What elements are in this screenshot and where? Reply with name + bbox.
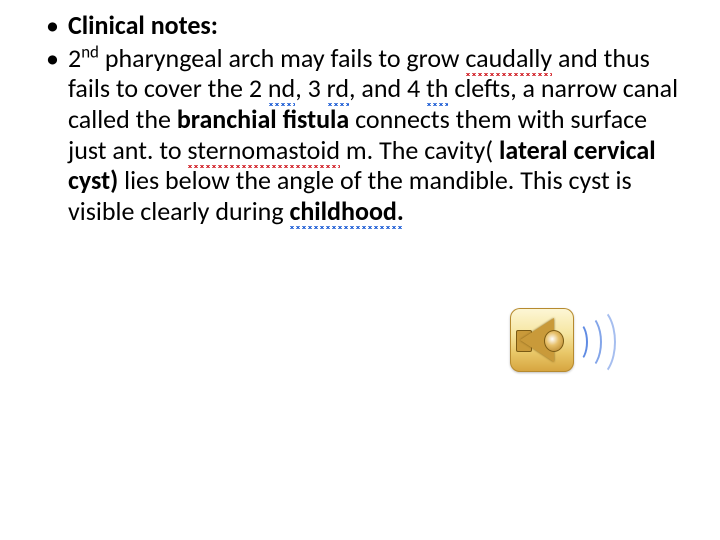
body-text-marked: th — [426, 72, 448, 106]
body-text-bold: branchial — [177, 103, 277, 135]
body-text-marked: sternomastoid — [187, 134, 340, 168]
body-text-marked: nd — [268, 72, 295, 106]
body-text-marked: rd — [327, 72, 349, 106]
speaker-icon[interactable] — [510, 300, 600, 380]
body-text-bold: childhood. — [289, 195, 403, 229]
body-text-marked: caudally — [465, 42, 552, 76]
body-text-bold: fistula — [283, 103, 356, 135]
bullet-item-heading: Clinical notes: — [40, 10, 680, 41]
body-text: 2 — [68, 42, 81, 74]
body-text: nd — [81, 41, 99, 62]
body-text: pharyngeal arch may fails to grow — [99, 42, 465, 74]
heading-text: Clinical notes: — [68, 9, 218, 41]
bullet-item-body: 2nd pharyngeal arch may fails to grow ca… — [40, 43, 680, 227]
body-text: , and 4 — [349, 72, 426, 104]
body-text: m. The cavity( — [340, 134, 499, 166]
speaker-icon-center — [544, 330, 564, 352]
speaker-icon-wave — [576, 306, 616, 378]
bullet-list: Clinical notes: 2nd pharyngeal arch may … — [40, 10, 680, 227]
slide: Clinical notes: 2nd pharyngeal arch may … — [0, 0, 720, 540]
body-text: , 3 — [295, 72, 326, 104]
